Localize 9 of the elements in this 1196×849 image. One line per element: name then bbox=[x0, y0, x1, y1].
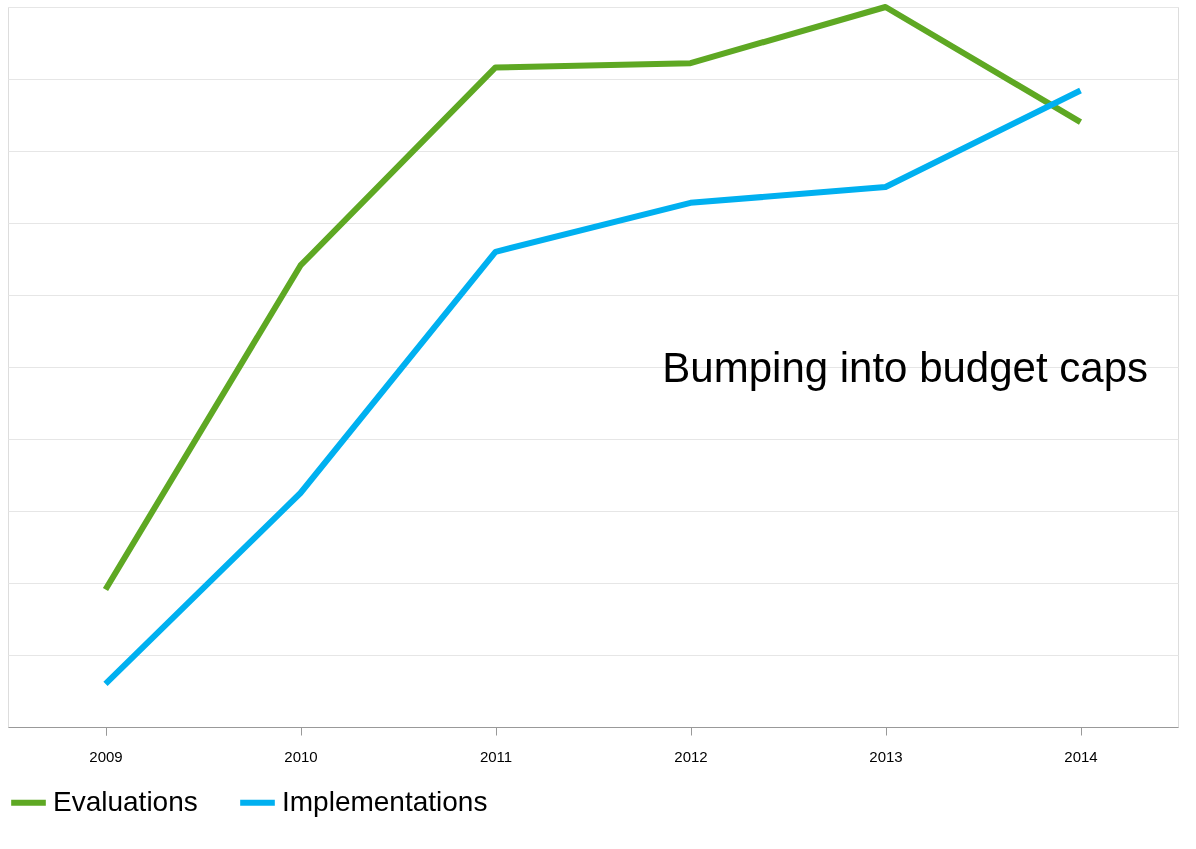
x-tick-label: 2010 bbox=[284, 747, 318, 765]
x-tick-label: 2013 bbox=[869, 747, 903, 765]
x-tick-label: 2012 bbox=[674, 747, 708, 765]
legend-label: Implementations bbox=[282, 785, 488, 817]
legend-label: Evaluations bbox=[53, 785, 198, 817]
x-tick-label: 2009 bbox=[89, 747, 123, 765]
x-tick-label: 2014 bbox=[1064, 747, 1098, 765]
x-tick-label: 2011 bbox=[479, 747, 513, 765]
annotation: Bumping into budget caps bbox=[662, 344, 1148, 391]
